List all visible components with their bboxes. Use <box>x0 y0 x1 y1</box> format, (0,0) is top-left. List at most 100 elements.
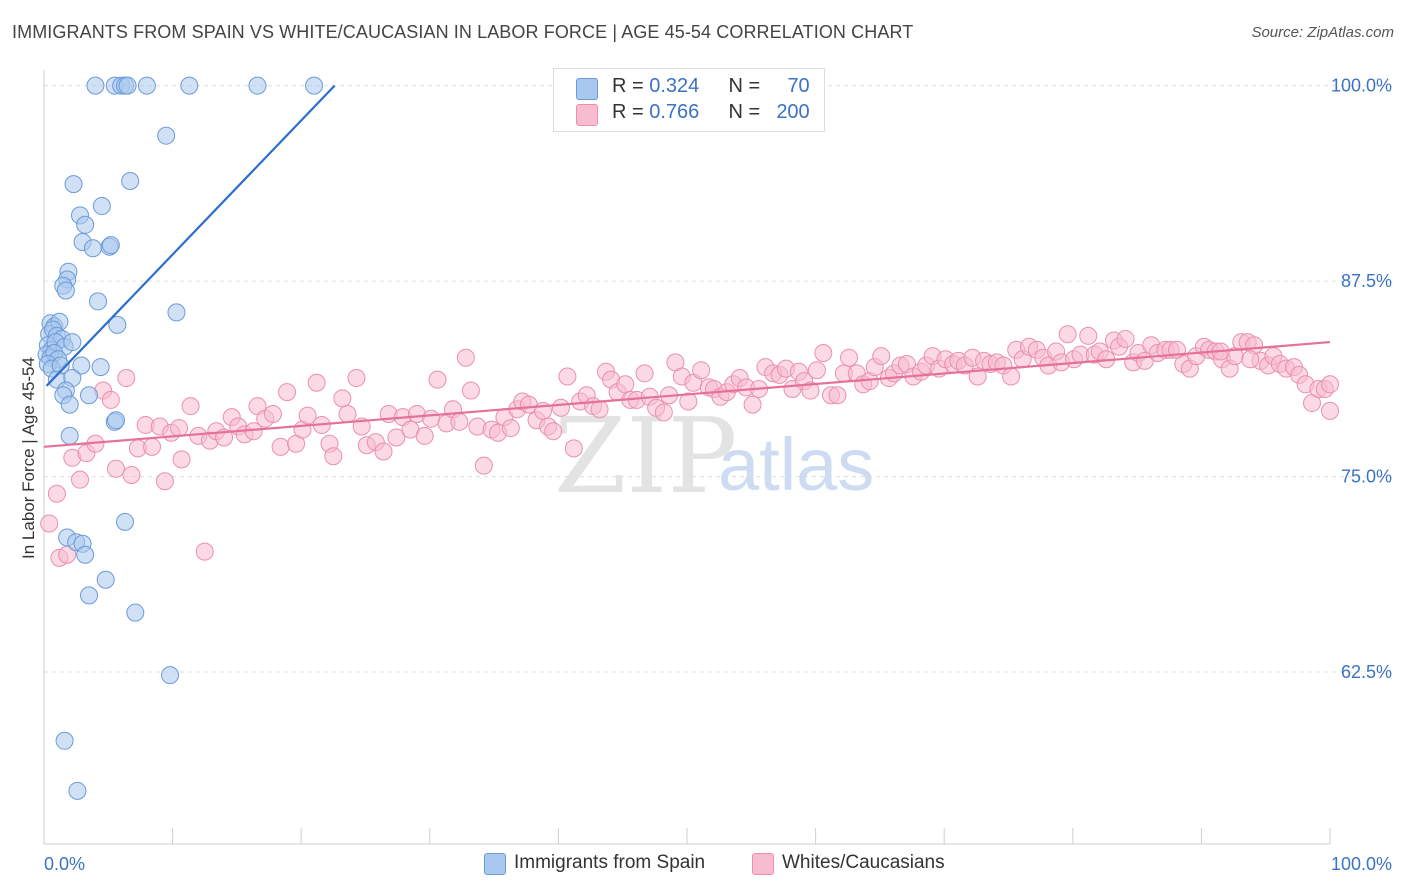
data-point-whites <box>47 484 66 503</box>
trend-line-whites <box>43 340 1331 448</box>
y-tick-label: 100.0% <box>1331 76 1392 96</box>
data-point-spain <box>137 76 156 95</box>
data-point-whites <box>122 465 141 484</box>
legend-swatch-pink <box>576 104 598 126</box>
data-point-spain <box>56 281 75 300</box>
data-point-whites <box>872 347 891 366</box>
data-point-whites <box>387 428 406 447</box>
data-point-whites <box>155 472 174 491</box>
data-point-whites <box>544 422 563 441</box>
data-point-whites <box>635 364 654 383</box>
data-point-spain <box>64 175 83 194</box>
data-point-spain <box>107 411 126 430</box>
data-point-whites <box>347 369 366 388</box>
data-point-spain <box>83 239 102 258</box>
data-point-spain <box>305 76 324 95</box>
data-point-whites <box>1079 326 1098 345</box>
data-point-spain <box>63 333 82 352</box>
data-point-whites <box>143 437 162 456</box>
chart-title: IMMIGRANTS FROM SPAIN VS WHITE/CAUCASIAN… <box>12 22 914 42</box>
data-point-spain <box>108 315 127 334</box>
data-point-whites <box>415 426 434 445</box>
gridlines <box>44 85 1366 673</box>
y-tick-label: 87.5% <box>1341 271 1392 291</box>
data-point-whites <box>743 395 762 414</box>
data-point-whites <box>1241 350 1260 369</box>
trend-lines <box>43 84 1331 448</box>
series-whites-points <box>40 325 1339 567</box>
data-point-whites <box>590 400 609 419</box>
data-point-spain <box>118 76 137 95</box>
x-tick-label-end: 100.0% <box>1331 854 1392 874</box>
legend-n-value: 70 <box>787 75 810 97</box>
data-point-spain <box>126 603 145 622</box>
data-point-whites <box>654 403 673 422</box>
y-tick-label: 75.0% <box>1341 467 1392 487</box>
data-point-spain <box>101 236 120 255</box>
data-point-spain <box>157 126 176 145</box>
data-point-whites <box>474 456 493 475</box>
data-point-whites <box>195 542 214 561</box>
data-point-whites <box>551 398 570 417</box>
data-point-whites <box>1116 329 1135 348</box>
data-point-spain <box>68 781 87 800</box>
data-point-whites <box>1002 367 1021 386</box>
data-point-whites <box>428 370 447 389</box>
data-point-whites <box>840 348 859 367</box>
data-point-spain <box>89 292 108 311</box>
data-point-whites <box>307 373 326 392</box>
data-point-whites <box>1321 375 1339 394</box>
data-point-whites <box>558 367 577 386</box>
watermark-atlas: atlas <box>718 423 874 506</box>
data-point-whites <box>616 375 635 394</box>
data-point-spain <box>55 731 74 750</box>
data-point-spain <box>167 303 186 322</box>
data-point-whites <box>338 405 357 423</box>
data-point-whites <box>461 381 480 400</box>
data-point-whites <box>692 361 711 380</box>
data-point-whites <box>828 386 847 405</box>
data-point-whites <box>263 405 282 423</box>
data-point-whites <box>374 442 393 461</box>
legend-n-label: N = <box>728 75 766 97</box>
data-point-whites <box>107 459 126 478</box>
data-point-whites <box>40 514 59 533</box>
data-point-whites <box>450 412 469 431</box>
watermark: ZIP atlas <box>554 395 874 517</box>
trend-line-spain <box>45 84 336 387</box>
data-point-spain <box>60 426 79 445</box>
legend-label-spain: Immigrants from Spain <box>514 852 706 873</box>
data-point-whites <box>501 419 520 438</box>
data-point-spain <box>116 512 135 531</box>
source-credit: Source: ZipAtlas.com <box>1251 24 1394 41</box>
legend-swatch-blue <box>576 78 598 100</box>
data-point-whites <box>271 437 290 456</box>
data-point-spain <box>92 197 111 216</box>
tick-labels: 62.5% 75.0% 87.5% 100.0% 0.0% 100.0% <box>44 76 1392 874</box>
data-point-spain <box>96 570 115 589</box>
data-point-spain <box>86 76 105 95</box>
legend-r-label: R = <box>612 75 650 97</box>
data-point-spain <box>60 395 79 414</box>
correlation-legend: R = 0.324 N = 70 R = 0.766 N = 200 <box>553 68 825 132</box>
legend-n-label: N = <box>728 101 766 123</box>
data-point-whites <box>71 470 90 489</box>
data-point-whites <box>1058 325 1077 344</box>
axes <box>43 70 1331 845</box>
series-spain-points <box>37 76 324 800</box>
legend-label-whites: Whites/Caucasians <box>782 852 945 873</box>
data-point-whites <box>333 389 352 408</box>
y-tick-label: 62.5% <box>1341 662 1392 682</box>
data-point-whites <box>801 381 820 400</box>
data-point-whites <box>456 348 475 367</box>
data-point-spain <box>91 358 110 377</box>
watermark-zip: ZIP <box>554 395 737 517</box>
data-point-whites <box>170 419 189 438</box>
data-point-spain <box>248 76 267 95</box>
legend-r-label: R = <box>612 101 650 123</box>
data-point-whites <box>807 361 826 380</box>
data-point-spain <box>76 545 95 564</box>
data-point-spain <box>80 586 99 605</box>
data-point-whites <box>564 439 583 458</box>
